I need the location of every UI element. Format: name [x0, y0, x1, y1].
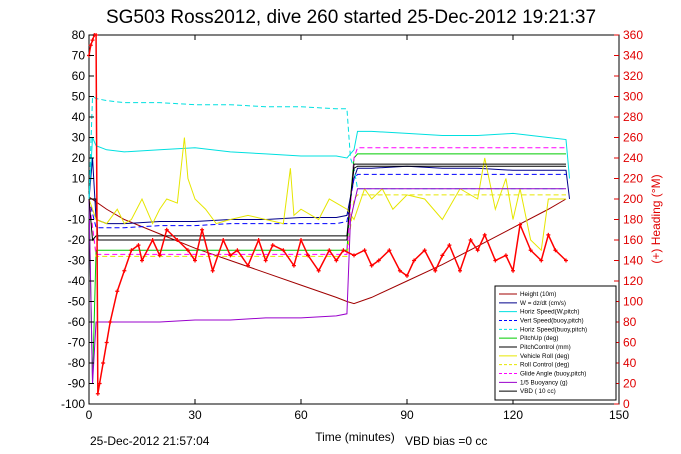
- y-left-tick-label: -40: [68, 274, 86, 288]
- legend: Height (10m) W = dz/dt (cm/s) Horiz Speed(…: [494, 285, 617, 401]
- series-6-line: [89, 165, 566, 241]
- y-right-tick-label: 360: [623, 28, 643, 42]
- series-11-line: [88, 163, 566, 242]
- x-tick-label: 30: [188, 408, 202, 422]
- y-left-tick-label: -10: [68, 213, 86, 227]
- legend-entry: VBD ( 10 cc): [520, 388, 556, 395]
- legend-entry: Vehicle Roll (deg): [520, 353, 569, 360]
- y-left-tick-label: -80: [68, 356, 86, 370]
- chart-title: SG503 Ross2012, dive 260 started 25-Dec-…: [106, 7, 596, 28]
- y-left-tick-label: -60: [68, 315, 86, 329]
- legend-entry: Roll Control (deg): [520, 362, 569, 369]
- legend-box: [494, 285, 617, 401]
- footer-timestamp: 25-Dec-2012 21:57:04: [90, 434, 210, 448]
- y-left-tick-label: -70: [68, 336, 86, 350]
- legend-entry: Glide Angle (buoy,pitch): [520, 371, 586, 378]
- series-4-line: [88, 95, 566, 200]
- y-right-tick-label: 140: [623, 254, 643, 268]
- legend-entry: Height (10m): [520, 291, 556, 298]
- y-right-tick-label: 180: [623, 213, 643, 227]
- footer-vbd-bias: VBD bias =0 cc: [405, 434, 487, 448]
- legend-entry: PitchControl (mm): [520, 344, 571, 351]
- y-left-tick-label: 30: [72, 131, 86, 145]
- x-tick-label: 0: [86, 408, 93, 422]
- y-left-tick-label: -30: [68, 254, 86, 268]
- y-right-tick-label: 280: [623, 110, 643, 124]
- legend-entry: 1/5 Buoyancy (g): [520, 379, 568, 386]
- y-right-tick-label: 80: [623, 315, 637, 329]
- legend-entry: Horiz Speed(buoy,pitch): [520, 326, 587, 333]
- y-right-tick-label: 240: [623, 151, 643, 165]
- series-7-line: [88, 137, 566, 252]
- series-3-line: [88, 173, 566, 229]
- y-right-tick-label: 0: [623, 397, 630, 411]
- y-right-tick-label: 320: [623, 69, 643, 83]
- series-10-line: [88, 188, 566, 384]
- legend-entry: Horiz Speed(W,pitch): [520, 309, 580, 316]
- y-left-tick-label: -50: [68, 295, 86, 309]
- y-left-tick-label: 70: [72, 49, 86, 63]
- y-right-tick-label: 60: [623, 336, 637, 350]
- y-left-tick-label: 10: [72, 172, 86, 186]
- y-left-tick-label: 0: [78, 192, 85, 206]
- y-left-tick-label: 80: [72, 28, 86, 42]
- legend-entry: W = dz/dt (cm/s): [520, 300, 566, 307]
- series-8-line: [88, 194, 566, 257]
- y-left-tick-label: -90: [68, 377, 86, 391]
- x-tick-label: 150: [609, 408, 629, 422]
- y-left-tick-label: 40: [72, 110, 86, 124]
- y-right-tick-label: 120: [623, 274, 643, 288]
- series-1-line: [88, 157, 571, 225]
- y-left-tick-label: 50: [72, 90, 86, 104]
- y-left-tick-label: -20: [68, 233, 86, 247]
- y-left-tick-label: 60: [72, 69, 86, 83]
- axes: 0 30 60 90 120 15080706050403020100-10-20-30-…: [61, 28, 643, 422]
- x-tick-label: 120: [503, 408, 523, 422]
- y-right-tick-label: 20: [623, 377, 637, 391]
- series-2-line: [88, 130, 571, 200]
- series-0-line: [88, 196, 567, 305]
- y-right-tick-label: 220: [623, 172, 643, 186]
- y-left-tick-label: 20: [72, 151, 86, 165]
- legend-entry: Vert Speed(buoy,pitch): [520, 318, 584, 325]
- x-axis-label: Time (minutes): [315, 430, 395, 444]
- y-right-tick-label: 200: [623, 192, 643, 206]
- y-right-tick-label: 160: [623, 233, 643, 247]
- y-right-tick-label: 100: [623, 295, 643, 309]
- y-right-tick-label: 340: [623, 49, 643, 63]
- x-tick-label: 90: [400, 408, 414, 422]
- series-layer: [87, 33, 571, 396]
- y-axis-right-label: (+) Heading (°M): [649, 174, 663, 263]
- y-right-tick-label: 300: [623, 90, 643, 104]
- series-12-line: [88, 34, 567, 394]
- legend-entry: PitchUp (deg): [520, 335, 559, 342]
- x-tick-label: 60: [294, 408, 308, 422]
- y-left-tick-label: -100: [61, 397, 85, 411]
- y-right-tick-label: 40: [623, 356, 637, 370]
- y-right-tick-label: 260: [623, 131, 643, 145]
